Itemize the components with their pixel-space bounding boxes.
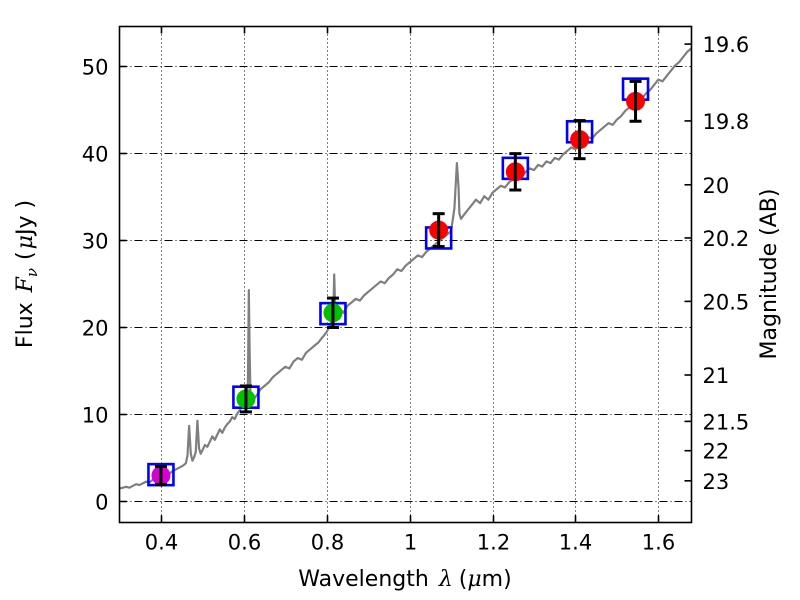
magticklabel-23: 23 xyxy=(703,470,730,494)
x-axis-ticklabels: 0.4 0.6 0.8 1 1.2 1.4 1.6 xyxy=(145,531,675,555)
magticklabel-20: 20 xyxy=(703,174,730,198)
photometry-points xyxy=(147,77,650,487)
yticklabel-30: 30 xyxy=(82,230,109,254)
magticklabel-19.8: 19.8 xyxy=(703,110,750,134)
y-axis-ticks-left xyxy=(119,65,127,503)
yticklabel-20: 20 xyxy=(82,317,109,341)
svg-text:FluxFν(μJy ): FluxFν(μJy ) xyxy=(13,200,41,348)
yticklabel-50: 50 xyxy=(82,56,109,80)
photometry-point-h xyxy=(565,119,594,161)
photometry-point-i xyxy=(319,296,347,329)
xticklabel-1.2: 1.2 xyxy=(477,531,510,555)
xticklabel-0.4: 0.4 xyxy=(145,531,178,555)
magticklabel-20.2: 20.2 xyxy=(703,227,750,251)
vertical-gridlines xyxy=(161,26,659,523)
photometry-point-k xyxy=(621,77,650,123)
magticklabel-21: 21 xyxy=(703,364,730,388)
plot-frame xyxy=(118,25,693,524)
y-axis-ticks-right xyxy=(684,43,692,482)
magticklabel-22: 22 xyxy=(703,440,730,464)
magticklabel-20.5: 20.5 xyxy=(703,290,750,314)
x-axis-title: Wavelength λ (μm) xyxy=(298,567,511,592)
xticklabel-1.6: 1.6 xyxy=(642,531,675,555)
horizontal-gridlines xyxy=(119,66,692,502)
magticklabel-19.6: 19.6 xyxy=(703,33,750,57)
xticklabel-1: 1 xyxy=(404,531,417,555)
x-axis-ticks xyxy=(160,26,660,523)
y-axis-title-left: FluxFν(μJy ) xyxy=(13,200,41,348)
yticklabel-10: 10 xyxy=(82,404,109,428)
xticklabel-1.4: 1.4 xyxy=(559,531,592,555)
photometry-point-j xyxy=(501,152,530,192)
yticklabel-40: 40 xyxy=(82,143,109,167)
magticklabel-21.5: 21.5 xyxy=(703,410,750,434)
y-axis-ticklabels-right: 19.6 19.8 20 20.2 20.5 21 21.5 22 23 xyxy=(703,33,750,494)
right-axis-title-text: Magnitude (AB) xyxy=(757,189,782,360)
yticklabel-0: 0 xyxy=(95,491,108,515)
photometry-point-u xyxy=(147,462,175,487)
photometry-point-g xyxy=(232,384,260,414)
model-spectrum xyxy=(119,47,692,490)
y-axis-ticklabels-left: 0 10 20 30 40 50 xyxy=(82,56,109,515)
xticklabel-0.6: 0.6 xyxy=(228,531,261,555)
y-axis-title-right: Magnitude (AB) xyxy=(757,189,782,360)
xticklabel-0.8: 0.8 xyxy=(311,531,344,555)
model-spectrum-line xyxy=(119,47,692,490)
photometry-point-y xyxy=(424,212,453,250)
